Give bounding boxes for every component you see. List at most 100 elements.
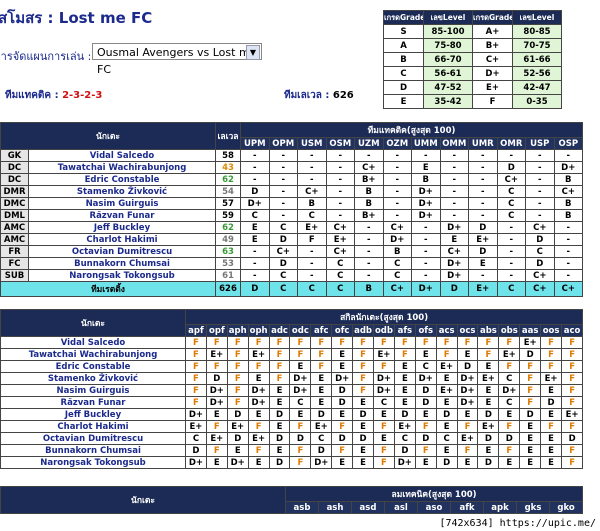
skill-cell: E [247, 408, 270, 421]
player-row: Stamenko Živković F D F E F D+ E D+ F D+ E D+ E D+ E+ C F… [0, 372, 584, 385]
skill-cell: E+ [540, 372, 563, 385]
grade-row: D 47-52 E+ 42-47 [383, 80, 562, 95]
grade-cell: C+ [382, 221, 413, 234]
player-level: 53 [215, 257, 242, 270]
skill-cell: D+ [393, 456, 416, 469]
total-grade: C+ [553, 281, 584, 297]
skill-cell: D [393, 408, 416, 421]
grade-cell: D [468, 245, 498, 258]
grade-cell: - [439, 209, 470, 222]
column-header: opf [205, 324, 228, 337]
skill-cell: E [331, 348, 354, 361]
grade-cell: E+ [297, 221, 327, 234]
level-value: 626 [332, 90, 354, 101]
skill-cell: F [561, 372, 584, 385]
skill-cell: D [268, 408, 291, 421]
grade-cell: C [268, 269, 299, 282]
header-row: นักเตะ สกิลนักเตะ(สูงสุด 100) [0, 309, 584, 337]
skill-cell: D [331, 396, 354, 409]
grade-row: A 75-80 B+ 70-75 [383, 38, 562, 53]
skill-cell: F [540, 360, 563, 373]
grade-cell: C [325, 257, 356, 270]
grade: D+ [472, 66, 513, 81]
watermark: [742x634] https://upic.me/ [439, 518, 596, 529]
skill-cell: D [477, 432, 500, 445]
skill-cell: D [456, 360, 479, 373]
name-header: นักเตะ [0, 486, 286, 514]
column-header: OSP [553, 137, 584, 150]
skill-cell: E [226, 444, 249, 457]
column-header: OPM [268, 137, 299, 150]
level-range: 70-75 [512, 38, 562, 53]
skill-cell: D+ [205, 384, 228, 397]
grade-cell: - [439, 161, 470, 174]
grade-cell: - [439, 197, 470, 210]
grade-cell: - [354, 257, 384, 270]
grade-cell: F [297, 233, 327, 246]
skill-cell: E [289, 408, 312, 421]
grade-cell: - [525, 173, 555, 186]
skill-cell: F [268, 348, 291, 361]
grade-cell: - [411, 245, 441, 258]
skill-cell: F [185, 384, 207, 397]
skill-cell: E [540, 384, 563, 397]
column-header: afs [393, 324, 416, 337]
skill-cell: F [310, 360, 333, 373]
skill-cell: F [456, 336, 479, 349]
player-name: Jeff Buckley [27, 221, 217, 234]
grade-cell: D [525, 257, 555, 270]
grade-cell: - [268, 173, 299, 186]
skill-cell: E [435, 444, 458, 457]
total-grade: B [354, 281, 384, 297]
total-grade: D+ [411, 281, 441, 297]
skill-cell: C [310, 432, 333, 445]
skill-cell: F [268, 336, 291, 349]
total-level: 626 [215, 281, 242, 297]
skill-cell: E [519, 444, 542, 457]
skill-cell: E [352, 456, 375, 469]
skill-cell: E+ [205, 348, 228, 361]
grade-cell: D [496, 161, 527, 174]
grade-cell: C [525, 245, 555, 258]
total-grade: C+ [382, 281, 413, 297]
skill-cell: E+ [247, 348, 270, 361]
player-name: Nasim Guirguis [27, 197, 217, 210]
grade-cell: C+ [525, 221, 555, 234]
skill-cell: D+ [414, 372, 437, 385]
grade-cell: - [382, 185, 413, 198]
subheader-row: asb ash asd asl aso afk apk gks gko [1, 501, 584, 514]
grade-cell: - [496, 233, 527, 246]
skill-cell: F [310, 336, 333, 349]
column-header: USP [525, 137, 555, 150]
grade-cell: D+ [439, 257, 470, 270]
skill-cell: F [561, 444, 584, 457]
match-select[interactable]: Ousmal Avengers vs Lost me FC ▼ [92, 43, 262, 76]
skill-cell: D [331, 432, 354, 445]
skill-cell: F [205, 420, 228, 433]
skill-cell: D+ [185, 456, 207, 469]
skill-cell: F [561, 384, 584, 397]
player-row: Tawatchai Wachirabunjong F E+ F E+ F F F E F E+ F E F… [0, 348, 584, 361]
skill-cell: E [352, 396, 375, 409]
grade-cell: C+ [325, 221, 356, 234]
skill-cell: D [477, 456, 500, 469]
player-level: 58 [215, 149, 242, 162]
skill-cell: E [498, 408, 521, 421]
grade-cell: - [411, 221, 441, 234]
player-row: DMC Nasim Guirguis 57 D+ - B - B - D+ - - C - B [0, 197, 584, 210]
level-range: 66-70 [423, 52, 473, 67]
skill-cell: F [540, 336, 563, 349]
column-header: odc [289, 324, 312, 337]
name-header: นักเตะ [0, 309, 186, 337]
skill-cell: E+ [456, 432, 479, 445]
player-row: Narongsak Tokongsub D+ E D+ E D F D+ E E F D+ E D E D E E… [0, 456, 584, 469]
grade: A [383, 38, 424, 53]
skill-cell: F [226, 336, 249, 349]
skill-cell: F [414, 444, 437, 457]
column-header: OMM [439, 137, 470, 150]
total-grade: D [439, 281, 470, 297]
grade-cell: - [525, 149, 555, 162]
skill-cell: D [205, 372, 228, 385]
player-row: Nasim Guirguis F D+ F D+ E D+ E D F D+ E D E+ D+ E D+ F E F [0, 384, 584, 397]
skill-cell: F [247, 444, 270, 457]
